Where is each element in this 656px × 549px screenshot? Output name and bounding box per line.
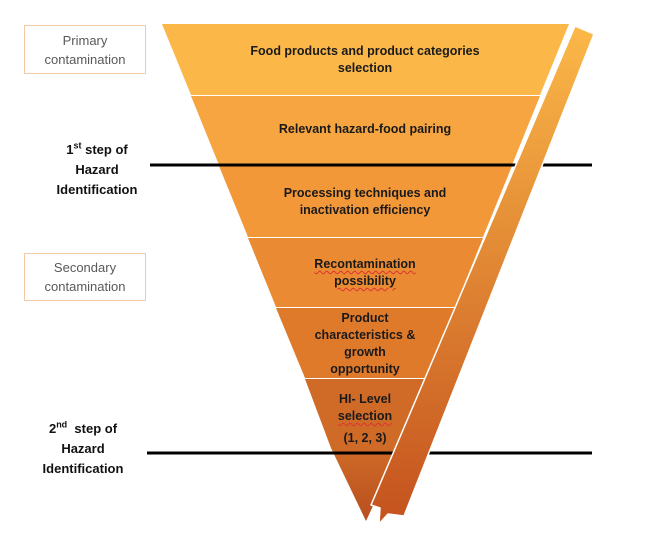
- process-arrow: [370, 25, 595, 525]
- layer-2-line1: Relevant hazard-food pairing: [278, 121, 452, 136]
- layer-6-line3: (1, 2, 3): [343, 431, 387, 445]
- funnel-layer-1: [162, 24, 569, 95]
- layer-4-line2: possibility: [334, 274, 396, 288]
- layer-4-line1: Recontamination: [314, 257, 416, 271]
- layer-3-label: Processing techniques and inactivation e…: [240, 180, 490, 224]
- funnel-layer-6: [305, 379, 426, 448]
- funnel-layer-2: [191, 96, 540, 165]
- layer-5-line1: Product: [341, 311, 389, 325]
- layer-6-line1: HI- Level: [338, 392, 392, 406]
- funnel-layer-5: [276, 308, 455, 378]
- second-step-line2: Hazard: [61, 441, 105, 456]
- second-step-num: 2: [48, 421, 57, 436]
- first-step-line2: Hazard: [75, 162, 119, 177]
- first-step-num: 1: [66, 142, 74, 157]
- layer-5-line2: characteristics &: [314, 328, 416, 342]
- second-step-sup: nd: [56, 419, 68, 430]
- layer-5-label: Product characteristics & growth opportu…: [290, 309, 440, 379]
- second-step-label: 2nd step of Hazard Identification: [8, 419, 158, 479]
- primary-line2: contamination: [44, 51, 126, 67]
- secondary-line1: Secondary: [53, 260, 117, 275]
- layer-1-line1: Food products and product categories: [250, 44, 480, 58]
- funnel-layer-4: [248, 238, 483, 307]
- layer-1-line2: selection: [337, 61, 393, 75]
- layer-5-line3: growth: [344, 345, 386, 359]
- layer-6-label: HI- Level selection (1, 2, 3): [315, 392, 415, 446]
- primary-line1: Primary: [62, 32, 108, 48]
- layer-4-label: Recontamination possibility: [275, 251, 455, 295]
- first-step-text: step of: [81, 142, 128, 157]
- layer-3-line1: Processing techniques and: [283, 186, 447, 200]
- secondary-contamination-box: Secondary contamination: [24, 253, 146, 301]
- layer-2-label: Relevant hazard-food pairing: [230, 118, 500, 140]
- layer-6-line2: selection: [337, 409, 393, 423]
- layer-3-line2: inactivation efficiency: [299, 203, 431, 217]
- layer-1-label: Food products and product categories sel…: [200, 38, 530, 82]
- second-step-line3: Identification: [42, 461, 124, 476]
- second-step-text: step of: [67, 421, 118, 436]
- layer-5-line4: opportunity: [330, 362, 400, 376]
- first-step-label: 1st step of Hazard Identification: [22, 140, 172, 200]
- first-step-sup: st: [73, 140, 82, 151]
- secondary-line2: contamination: [44, 279, 126, 294]
- primary-contamination-box: Primary contamination: [24, 25, 146, 74]
- funnel-tip: [331, 448, 400, 521]
- first-step-line3: Identification: [56, 182, 138, 197]
- funnel-layer-3: [219, 166, 512, 237]
